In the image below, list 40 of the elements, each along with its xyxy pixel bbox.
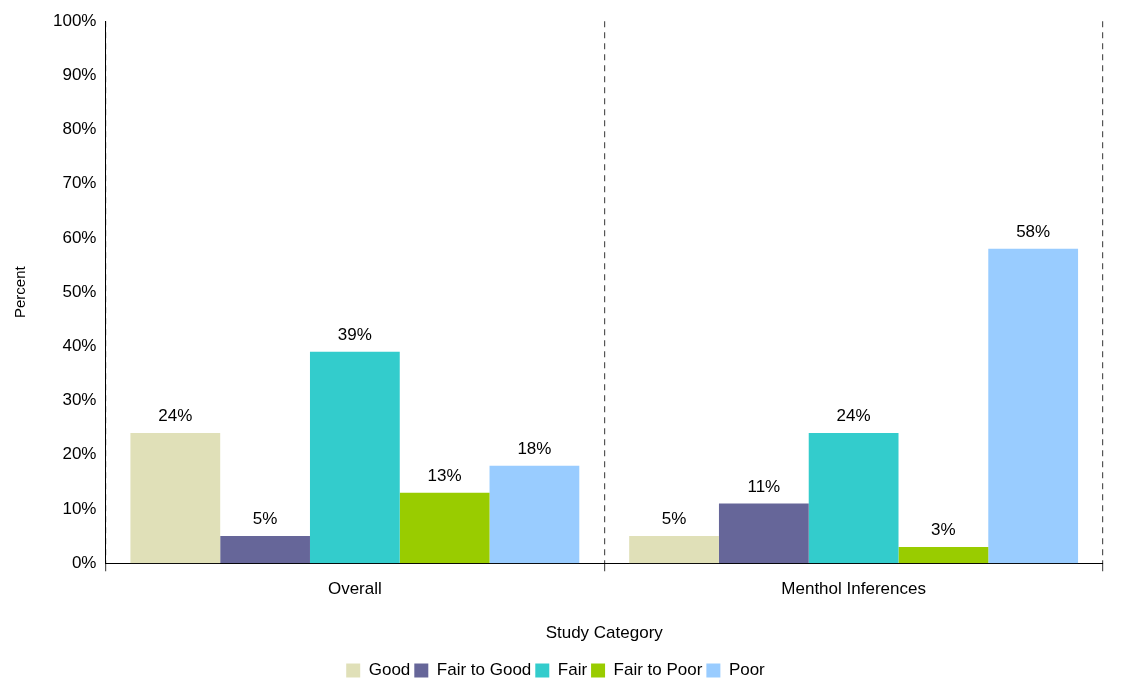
- data-label: 18%: [517, 438, 552, 458]
- bar: [988, 248, 1079, 564]
- data-label: 13%: [427, 465, 462, 485]
- legend-label: Fair to Good: [436, 660, 532, 680]
- y-axis-title: Percent: [11, 265, 29, 319]
- legend-label: Fair: [557, 660, 588, 680]
- y-tick-label: 100%: [53, 10, 97, 30]
- x-axis-title: Study Category: [545, 623, 664, 643]
- legend-label: Poor: [728, 660, 766, 680]
- data-label: 11%: [747, 476, 781, 496]
- y-tick-label: 70%: [62, 173, 97, 193]
- y-tick-label: 10%: [62, 498, 97, 518]
- y-tick-label: 80%: [62, 119, 97, 139]
- bar: [399, 492, 490, 564]
- y-tick-label: 50%: [62, 281, 97, 301]
- y-tick-label: 40%: [62, 336, 97, 356]
- bar: [718, 503, 809, 564]
- data-label: 5%: [252, 509, 278, 529]
- x-tick-label: Overall: [327, 579, 382, 599]
- y-tick-label: 0%: [71, 552, 97, 572]
- y-tick-label: 20%: [62, 444, 97, 464]
- y-tick-label: 60%: [62, 227, 97, 247]
- bar: [898, 546, 989, 564]
- bar: [309, 351, 400, 564]
- data-label: 24%: [158, 406, 193, 426]
- bar: [130, 433, 221, 564]
- bar: [629, 536, 719, 564]
- data-label: 39%: [337, 325, 372, 345]
- bar: [489, 465, 580, 564]
- y-tick-label: 30%: [62, 390, 97, 410]
- y-tick-label: 90%: [62, 65, 97, 85]
- data-label: 24%: [836, 406, 871, 426]
- data-label: 58%: [1016, 222, 1051, 242]
- bar: [808, 433, 899, 564]
- data-label: 5%: [661, 509, 687, 529]
- bar: [220, 536, 310, 564]
- legend-label: Fair to Poor: [613, 660, 703, 680]
- legend-label: Good: [368, 660, 411, 680]
- data-label: 3%: [931, 520, 956, 540]
- x-tick-label: Menthol Inferences: [781, 579, 926, 599]
